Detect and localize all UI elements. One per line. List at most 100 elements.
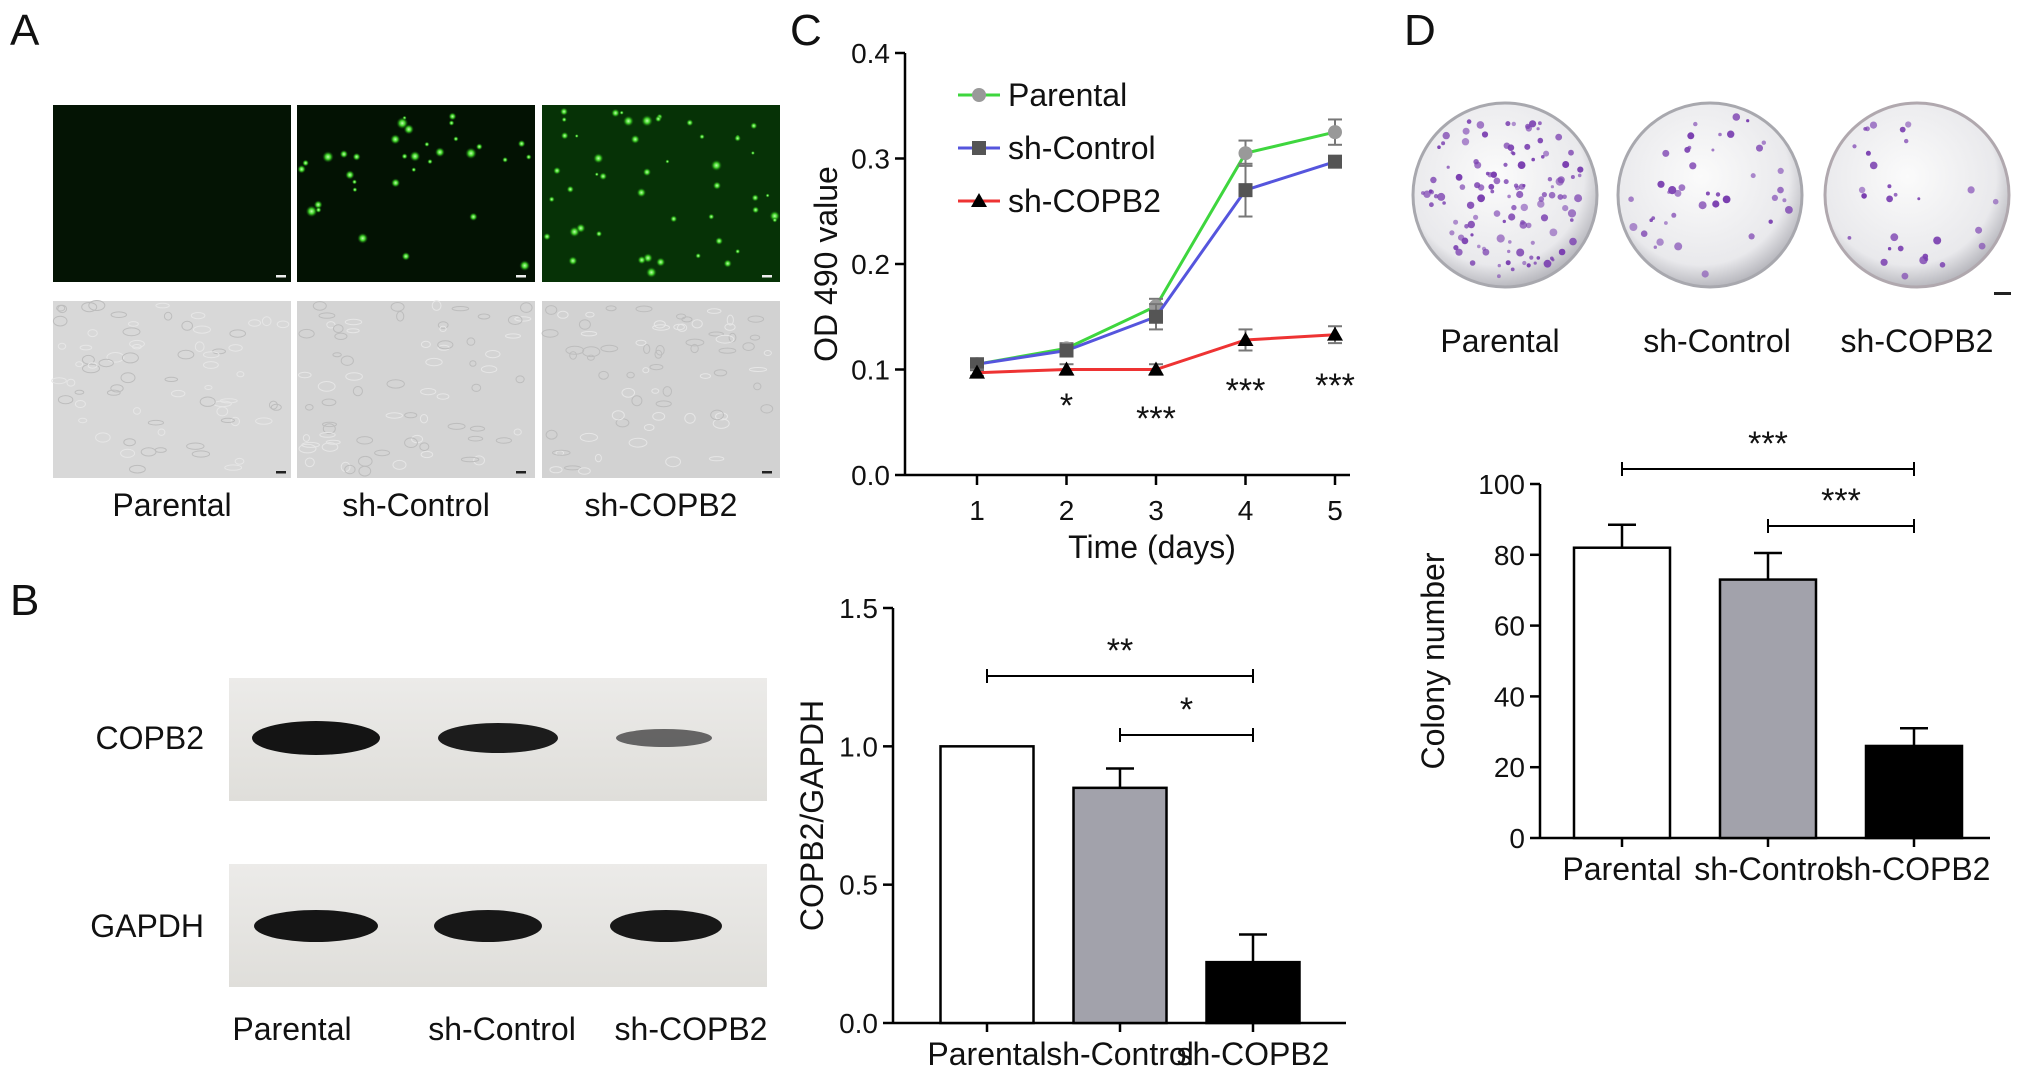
cell-outline (477, 313, 491, 320)
gfp-cell (409, 150, 421, 162)
cell-outline (753, 382, 762, 391)
x-tick-label: 2 (1059, 495, 1075, 526)
cell-outline (298, 443, 317, 454)
cell-outline (611, 410, 625, 421)
colony (1490, 171, 1498, 178)
colony (1467, 220, 1476, 229)
legend-marker (972, 88, 986, 102)
cell-outline (255, 417, 273, 425)
gfp-cell (566, 185, 574, 193)
data-point (1059, 343, 1074, 358)
cell-outline (420, 388, 437, 396)
x-tick-label: sh-COPB2 (1177, 1036, 1330, 1072)
cell-outline (473, 455, 486, 466)
colony (1782, 198, 1787, 203)
cell-outline (419, 414, 429, 424)
lane-label-parental: Parental (232, 1011, 351, 1047)
colony (1477, 244, 1481, 249)
bar-parental (1572, 546, 1672, 840)
gfp-cell (574, 134, 579, 138)
colony (1893, 192, 1898, 197)
colony (1453, 245, 1459, 251)
colony (1548, 191, 1556, 199)
band-gapdh-sh-copb2 (610, 910, 722, 942)
y-axis-title: COPB2/GAPDH (794, 700, 830, 931)
cell-outline (386, 379, 405, 389)
plate-label-parental: Parental (1440, 323, 1559, 359)
cell-outline (325, 439, 341, 445)
scale-bar (516, 275, 526, 278)
cell-outline (321, 442, 339, 452)
cell-outline (344, 318, 363, 326)
panel-letter-c: C (790, 6, 822, 55)
colony-plate-parental (1411, 101, 1599, 289)
cell-outline (87, 329, 98, 338)
colony (1687, 145, 1692, 150)
cell-outline (626, 371, 635, 379)
cell-outline (127, 321, 139, 327)
gfp-cell (611, 108, 620, 118)
colony (1524, 143, 1531, 150)
cell-outline (505, 333, 521, 339)
cell-outline (57, 304, 68, 314)
gfp-cell (568, 256, 578, 266)
cell-outline (216, 406, 229, 417)
gfp-cell (630, 134, 640, 144)
legend-label: Parental (1008, 77, 1127, 113)
cell-outline (345, 372, 363, 381)
data-point (1327, 326, 1343, 341)
x-tick-label: Parental (1562, 851, 1681, 887)
gfp-cell (569, 226, 580, 238)
cell-outline (88, 300, 106, 311)
cell-outline (358, 465, 372, 477)
colony (1481, 131, 1489, 138)
colony (1437, 192, 1446, 201)
data-point (1238, 183, 1253, 198)
colony (1664, 221, 1668, 225)
colony (1574, 194, 1583, 203)
colony (1847, 236, 1852, 240)
colony (1693, 121, 1698, 127)
y-tick-label: 0.1 (851, 355, 890, 386)
cell-outline (98, 358, 114, 368)
data-point (1058, 361, 1075, 376)
gfp-cell (553, 166, 561, 175)
cell-outline (234, 457, 245, 465)
colony (1507, 144, 1515, 151)
cell-outline (352, 386, 363, 397)
colony (1722, 195, 1731, 204)
cell-outline (340, 355, 354, 366)
cell-outline (229, 329, 246, 338)
scale-bar (516, 471, 526, 474)
y-tick-label: 0.0 (851, 460, 890, 491)
colony (1493, 210, 1501, 217)
cell-outline (74, 400, 86, 408)
fluorescence-image-sh-control (297, 105, 535, 282)
data-point (969, 364, 985, 379)
cell-outline (236, 371, 245, 378)
colony (1887, 247, 1892, 251)
colony (1557, 176, 1565, 184)
colony (1886, 195, 1893, 203)
cell-outline (322, 421, 337, 428)
x-tick-label: 5 (1327, 495, 1343, 526)
gfp-cell (645, 266, 657, 278)
colony (1455, 248, 1463, 256)
colony (1537, 137, 1544, 144)
colony (1442, 201, 1446, 205)
gfp-cell (752, 206, 760, 214)
gfp-cell (357, 232, 369, 244)
colony (1701, 270, 1709, 278)
colony (1433, 194, 1439, 199)
colony (1543, 150, 1550, 157)
cell-outline (715, 334, 735, 344)
cell-outline (600, 344, 619, 353)
gfp-cell (699, 133, 705, 140)
cell-outline (155, 302, 170, 309)
colony (1975, 226, 1983, 234)
cell-outline (594, 453, 602, 463)
cell-outline (598, 370, 609, 380)
colony (1577, 166, 1584, 173)
cell-outline (322, 423, 336, 435)
cell-outline (199, 396, 216, 407)
